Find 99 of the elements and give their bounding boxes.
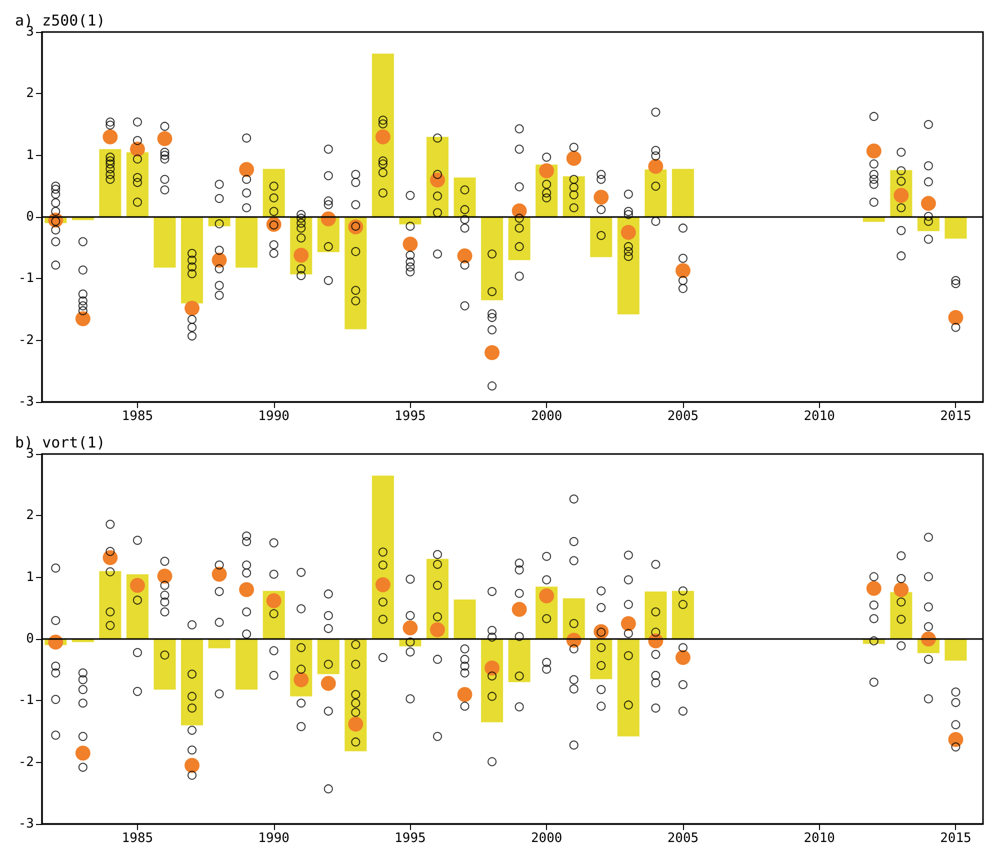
point [512, 602, 527, 617]
point [294, 248, 309, 263]
point [348, 716, 364, 732]
point [484, 660, 500, 676]
point [948, 732, 964, 748]
point [157, 131, 172, 146]
y-tick-label: -2 [18, 754, 34, 770]
x-tick-label: 2005 [667, 409, 699, 424]
x-tick-label: 2000 [530, 831, 562, 846]
bar [562, 176, 585, 217]
bar [262, 168, 285, 217]
point [75, 746, 90, 761]
bar [372, 54, 394, 217]
point [75, 311, 90, 326]
bar [181, 217, 204, 304]
y-tick-label: -2 [18, 332, 34, 348]
point [539, 588, 554, 604]
x-tick-label: 2015 [940, 409, 972, 424]
point [212, 566, 227, 582]
point [620, 616, 636, 632]
bar [236, 217, 258, 268]
bar [508, 217, 530, 260]
y-tick-label: 2 [26, 86, 34, 102]
point [102, 550, 118, 566]
bar [672, 168, 694, 217]
point [430, 172, 445, 188]
point [566, 150, 582, 166]
y-tick-label: 0 [26, 632, 34, 646]
point [266, 593, 282, 608]
bar [181, 639, 204, 726]
point [239, 582, 254, 598]
point [130, 578, 145, 593]
point [157, 568, 172, 584]
point [184, 758, 200, 773]
point [212, 252, 227, 268]
bar [99, 571, 122, 639]
bar [454, 600, 476, 639]
point [375, 577, 390, 592]
bar [126, 152, 148, 217]
point [866, 144, 882, 159]
point [320, 676, 336, 691]
x-tick-label: 2005 [667, 831, 699, 846]
x-tick-label: 1990 [258, 831, 290, 846]
y-tick-label: 2 [26, 508, 34, 524]
bar [99, 149, 122, 217]
bar [672, 590, 694, 639]
bar [481, 217, 504, 300]
bar [454, 178, 476, 217]
point [484, 345, 500, 360]
point [130, 142, 145, 157]
bar [590, 639, 612, 680]
x-tick-label: 1985 [122, 831, 154, 846]
x-tick-label: 1990 [258, 409, 290, 424]
x-tick-label: 1985 [122, 409, 154, 424]
x-tick-label: 2010 [804, 831, 836, 846]
point [430, 622, 445, 638]
y-tick-label: 1 [26, 570, 34, 585]
bar [944, 639, 967, 661]
bar [890, 592, 912, 639]
point [675, 650, 690, 665]
point [594, 190, 609, 205]
point [894, 582, 909, 598]
point [620, 224, 636, 240]
bar [154, 639, 176, 690]
point [648, 158, 664, 174]
point [675, 263, 690, 278]
point [457, 248, 472, 264]
point [239, 162, 254, 178]
x-tick-label: 1995 [394, 831, 426, 846]
point [920, 196, 936, 211]
y-tick-label: -1 [18, 271, 34, 286]
bar [508, 639, 530, 682]
y-tick-label: -3 [18, 394, 34, 410]
point [294, 672, 309, 688]
bar [590, 217, 612, 258]
point [539, 163, 554, 178]
y-tick-label: 1 [26, 148, 34, 163]
x-tick-label: 2015 [940, 831, 972, 846]
bar [317, 639, 340, 674]
point [184, 300, 200, 316]
bar [644, 170, 667, 217]
point [457, 687, 472, 702]
point [866, 580, 882, 596]
bar [154, 217, 176, 268]
y-tick-label: -3 [18, 816, 34, 832]
y-tick-label: -1 [18, 693, 34, 708]
x-tick-label: 2010 [804, 409, 836, 424]
point [402, 236, 418, 252]
bar [944, 217, 967, 239]
point [102, 129, 118, 144]
point [402, 620, 418, 636]
y-tick-label: 0 [26, 210, 34, 224]
point [948, 310, 964, 326]
x-tick-label: 2000 [530, 409, 562, 424]
x-tick-label: 1995 [394, 409, 426, 424]
bar [372, 476, 394, 639]
bar [617, 639, 640, 736]
bar [236, 639, 258, 690]
point [375, 129, 390, 144]
